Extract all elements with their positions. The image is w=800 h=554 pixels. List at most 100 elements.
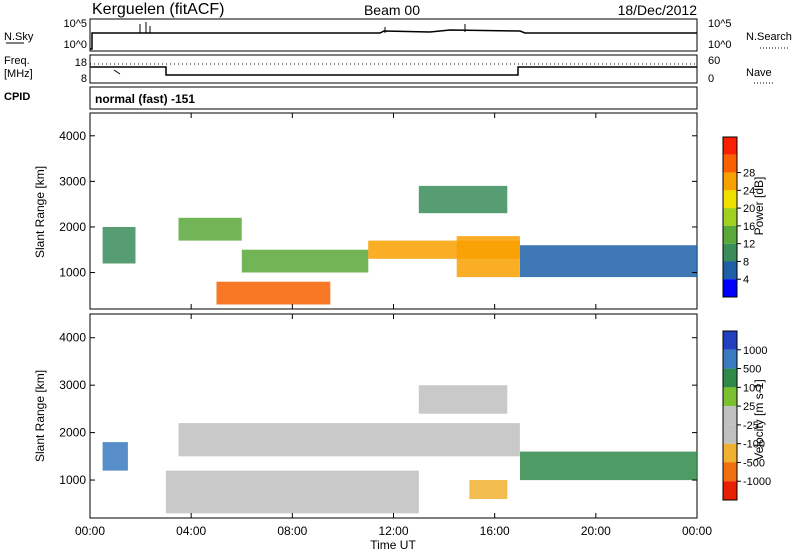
colorbar-segment [723,208,737,226]
colorbar-segment [723,349,737,369]
freq-frame [89,54,698,84]
echo-region-3 [418,385,508,414]
colorbar-segment [723,481,737,500]
nsearch-tick-bottom: 10^0 [708,39,732,51]
x-tick-label: 16:00 [480,524,510,538]
station-title: Kerguelen (fitACF) [92,1,225,18]
colorbar-segment [723,261,737,280]
nave-tick-bottom: 0 [708,73,714,85]
echo-region-2 [469,480,508,499]
y-tick-label: 2000 [59,220,86,234]
power-x-ticks [89,113,698,309]
velocity-x-ticks: 00:00 04:00 08:00 12:00 16:00 20:00 00:00 [75,314,712,538]
colorbar-tick-label: 20 [743,203,755,215]
y-tick-label: 1000 [59,473,86,487]
colorbar-tick-label: 8 [743,256,749,268]
x-tick-label: 12:00 [378,524,408,538]
colorbar-tick-label: 4 [743,274,749,286]
power-colorbar: 4 8 12 16 20 24 28 [722,136,755,298]
echo-region-1 [165,470,419,514]
colorbar-segment [723,225,737,244]
velocity-ylabel: Slant Range [km] [33,370,47,462]
colorbar-tick-label: -100 [743,439,765,451]
colorbar-segment [723,462,737,482]
echo-region-7 [520,245,697,278]
colorbar-segment [723,406,737,425]
velocity-y-ticks: 1000 2000 3000 4000 [59,331,697,487]
y-tick-label: 1000 [59,266,86,280]
velocity-colorbar: 1000 500 100 25 -25 -100 -500 -1000 [722,330,771,501]
x-tick-label: 00:00 [75,524,105,538]
x-tick-label: 20:00 [581,524,611,538]
colorbar-segment [723,190,737,209]
echo-region-1 [178,217,242,241]
power-frame [89,112,698,310]
colorbar-segment [723,154,737,173]
nsky-panel: N.Sky 10^5 10^0 N.Search 10^5 10^0 [4,18,792,52]
power-panel: Slant Range [km] 1000 2000 3000 4000 4 8 12 16… [33,112,766,310]
freq-panel: Freq. [MHz] 18 8 Nave 60 0 [4,54,774,85]
nsearch-tick-top: 10^5 [708,18,732,30]
y-tick-label: 4000 [59,129,86,143]
nsky-label: N.Sky [4,31,34,43]
colorbar-tick-label: -500 [743,457,765,469]
freq-tick-top: 18 [75,57,87,69]
freq-trace [90,66,697,76]
power-colorbar-label: Power [dB] [752,177,766,236]
colorbar-tick-label: 16 [743,221,755,233]
echo-region-2 [216,281,331,305]
colorbar-segment [723,387,737,407]
echo-region-4 [102,442,128,471]
x-tick-label: 04:00 [176,524,206,538]
x-tick-label: 00:00 [682,524,712,538]
colorbar-tick-label: 1000 [743,345,767,357]
cpid-frame [89,86,698,110]
colorbar-tick-label: 24 [743,185,755,197]
y-tick-label: 2000 [59,426,86,440]
colorbar-tick-label: 28 [743,168,755,180]
nave-label: Nave [746,67,772,79]
colorbar-segment [723,331,737,350]
power-ylabel: Slant Range [km] [33,166,47,258]
velocity-echo-regions [102,385,697,514]
colorbar-segment [723,243,737,262]
power-echo-regions [102,185,697,305]
colorbar-frame [722,136,738,298]
freq-label-2: [MHz] [4,68,33,80]
colorbar-tick-label: 500 [743,364,761,376]
colorbar-segment [723,368,737,388]
echo-region-0 [102,227,136,264]
nsky-trace [90,29,697,50]
colorbar-tick-label: 100 [743,382,761,394]
nsky-frame [89,18,698,52]
nave-glitch [113,69,121,75]
colorbar-segment [723,172,737,191]
colorbar-tick-label: 12 [743,239,755,251]
cpid-value: normal (fast) -151 [95,92,195,106]
date-title: 18/Dec/2012 [618,2,698,18]
echo-region-3 [241,249,369,273]
colorbar-tick-label: 25 [743,401,755,413]
nsky-tick-bottom: 10^0 [63,39,87,51]
echo-region-6 [456,236,520,278]
velocity-colorbar-label: Velocity [m s-1] [752,379,766,460]
y-tick-label: 4000 [59,331,86,345]
cpid-label: CPID [4,91,30,103]
nsky-tick-top: 10^5 [63,18,87,30]
colorbar-tick-label: -25 [743,420,759,432]
echo-region-0 [178,423,520,457]
colorbar-segment [723,443,737,463]
nsearch-label: N.Search [746,31,792,43]
freq-label-1: Freq. [4,55,30,67]
colorbar-frame [722,330,738,501]
x-axis-label: Time UT [370,538,416,552]
y-tick-label: 3000 [59,174,86,188]
cpid-panel: CPID normal (fast) -151 [4,86,698,110]
colorbar-segment [723,424,737,444]
freq-tick-bottom: 8 [81,73,87,85]
colorbar-segment [723,279,737,297]
beam-title: Beam 00 [364,2,420,18]
colorbar-tick-label: -1000 [743,476,771,488]
echo-region-5 [520,451,697,481]
